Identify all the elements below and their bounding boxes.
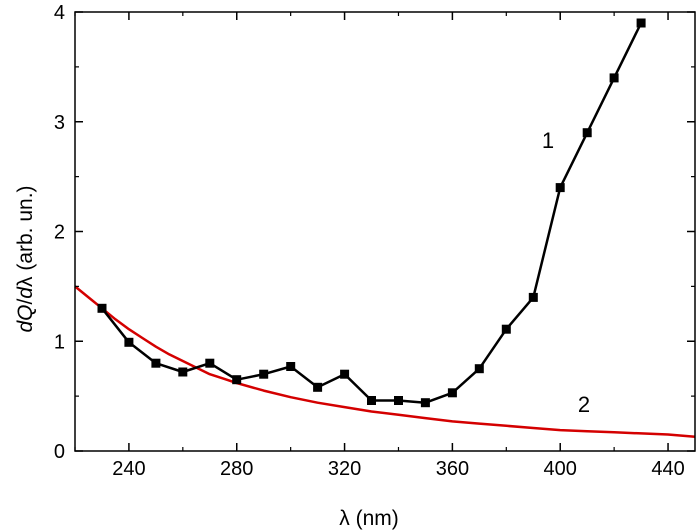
- series-1-point: [340, 369, 350, 379]
- series-1-point: [259, 369, 269, 379]
- y-tick-label: 0: [54, 441, 65, 463]
- series-1-line: [101, 22, 643, 404]
- x-axis-title: λ (nm): [339, 507, 399, 530]
- x-tick-label: 240: [112, 458, 145, 480]
- x-tick-label: 320: [328, 458, 361, 480]
- curve-2-label: 2: [578, 392, 590, 417]
- series-1-point: [124, 337, 134, 347]
- series-1-point: [528, 292, 538, 302]
- y-tick-label: 4: [54, 2, 65, 24]
- series-1-point: [420, 398, 430, 408]
- y-tick-label: 1: [54, 331, 65, 353]
- axis-ticks: [74, 11, 695, 452]
- series-1-point: [367, 396, 376, 405]
- series-1-point: [474, 364, 484, 374]
- series-1-point: [178, 367, 188, 377]
- series-1-point: [394, 396, 403, 405]
- series-1-point: [555, 183, 565, 193]
- x-tick-label: 440: [651, 458, 684, 480]
- x-tick-label: 360: [436, 458, 469, 480]
- plot-frame: [74, 11, 696, 452]
- series-2-line: [74, 285, 696, 438]
- series-1-point: [447, 388, 457, 398]
- series-1-point: [636, 18, 646, 28]
- series-1-point: [205, 358, 215, 368]
- curve-1-label: 1: [542, 128, 554, 153]
- series-1-point: [609, 73, 619, 83]
- series-1-point: [286, 362, 296, 371]
- y-axis-title: dQ/dλ (arb. un.): [14, 185, 37, 332]
- y-tick-label: 2: [54, 222, 65, 244]
- series-1-point: [501, 324, 511, 334]
- series-1-point: [313, 382, 323, 392]
- series-1-point: [232, 375, 242, 385]
- plot-curves: [74, 18, 696, 438]
- y-tick-label: 3: [54, 112, 65, 134]
- axis-tick-labels: 240 280 320 360 400 440 0 1 2 3 4: [54, 2, 685, 480]
- x-tick-label: 280: [220, 458, 253, 480]
- series-1-point: [151, 358, 161, 368]
- series-1-point: [582, 128, 592, 138]
- x-tick-label: 400: [544, 458, 577, 480]
- series-1-point: [97, 303, 107, 313]
